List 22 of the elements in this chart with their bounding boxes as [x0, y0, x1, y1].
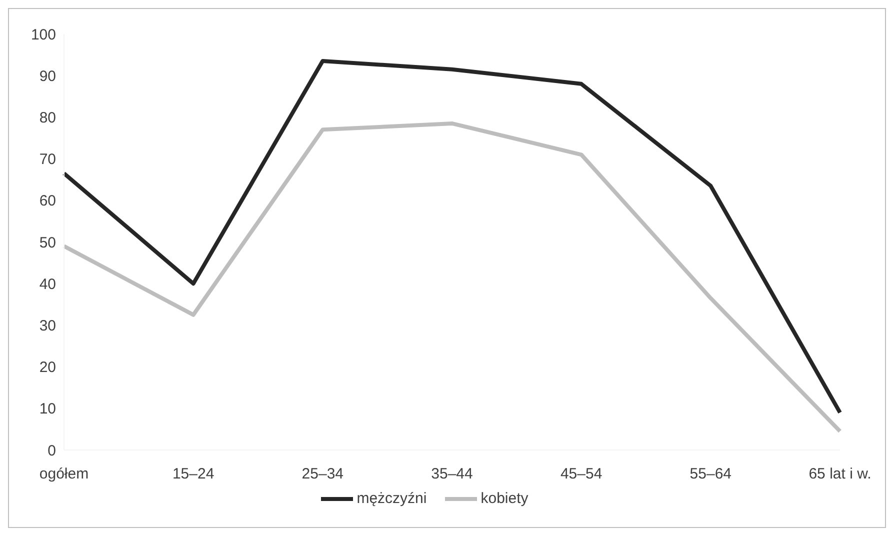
- y-tick-label: 10: [39, 400, 56, 418]
- y-tick-label: 50: [39, 234, 56, 252]
- y-tick-label: 0: [48, 442, 56, 460]
- legend-label: mężczyźni: [356, 490, 427, 507]
- x-tick-label: 65 lat i w.: [808, 466, 872, 483]
- x-tick-label: ogółem: [39, 466, 89, 483]
- x-tick-label: 35–44: [431, 466, 473, 483]
- y-tick-label: 60: [39, 192, 56, 210]
- line-series: [62, 121, 842, 434]
- x-tick-label: 55–64: [690, 466, 732, 483]
- legend-label: kobiety: [480, 490, 528, 507]
- y-tick-label: 40: [39, 276, 56, 293]
- x-tick-label: 25–34: [302, 466, 344, 483]
- x-tick-label: 15–24: [172, 466, 214, 483]
- y-tick-label: 90: [39, 68, 56, 85]
- line-series: [62, 59, 842, 415]
- y-tick-label: 30: [39, 318, 56, 335]
- y-tick-label: 20: [39, 359, 56, 376]
- y-tick-label: 70: [39, 151, 56, 168]
- x-tick-label: 45–54: [560, 466, 602, 483]
- y-tick-label: 80: [39, 110, 56, 127]
- y-tick-label: 100: [30, 26, 56, 44]
